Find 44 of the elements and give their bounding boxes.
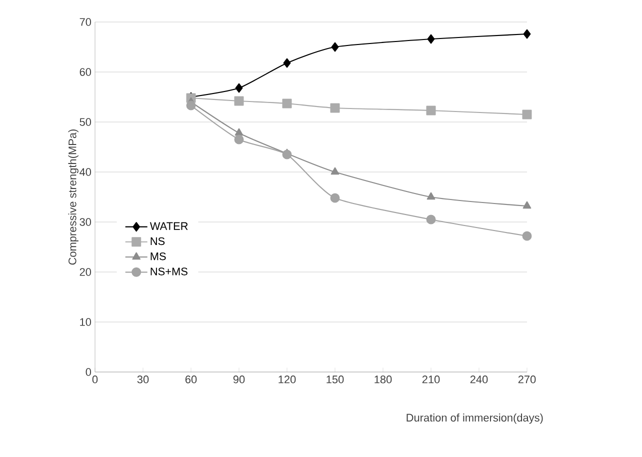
point: [234, 128, 244, 136]
x-tick-label: 180: [374, 376, 392, 384]
y-tick-label: 40: [80, 168, 92, 176]
point: [283, 58, 291, 68]
x-tick-label: 210: [422, 376, 440, 384]
point: [426, 106, 436, 116]
point: [331, 42, 339, 52]
x-tick-label: 270: [518, 376, 536, 384]
legend-label: WATER: [150, 222, 188, 230]
y-axis-title: Compressive strength(MPa): [68, 130, 78, 265]
x-tick-label: 150: [326, 376, 344, 384]
point: [235, 83, 243, 93]
point: [522, 201, 532, 209]
y-tick-label: 50: [80, 118, 92, 126]
point: [522, 110, 532, 120]
point: [282, 98, 292, 108]
x-tick-label: 60: [185, 376, 197, 384]
point: [427, 34, 435, 44]
point: [330, 167, 340, 175]
x-axis-title: Duration of immersion(days): [406, 414, 543, 424]
y-tick-label: 0: [86, 368, 92, 376]
x-tick-label: 240: [470, 376, 488, 384]
legend-label: NS: [150, 237, 165, 246]
point: [523, 29, 531, 39]
point: [522, 231, 532, 241]
x-tick-label: 30: [137, 376, 149, 384]
y-tick-label: 70: [80, 18, 92, 26]
point: [426, 214, 436, 224]
y-tick-label: 20: [80, 268, 92, 276]
x-tick-label: 90: [233, 376, 245, 384]
y-tick-label: 60: [80, 68, 92, 76]
point: [186, 100, 196, 110]
point: [282, 150, 292, 160]
point: [330, 193, 340, 203]
legend-label: MS: [150, 252, 166, 260]
point: [330, 103, 340, 113]
legend-label: NS+MS: [150, 268, 188, 276]
x-tick-label: 120: [278, 376, 296, 384]
y-tick-label: 10: [80, 318, 92, 326]
point: [234, 134, 244, 144]
point: [426, 192, 436, 200]
y-tick-label: 30: [80, 218, 92, 226]
point: [234, 96, 244, 106]
x-tick-label: 0: [92, 376, 98, 384]
